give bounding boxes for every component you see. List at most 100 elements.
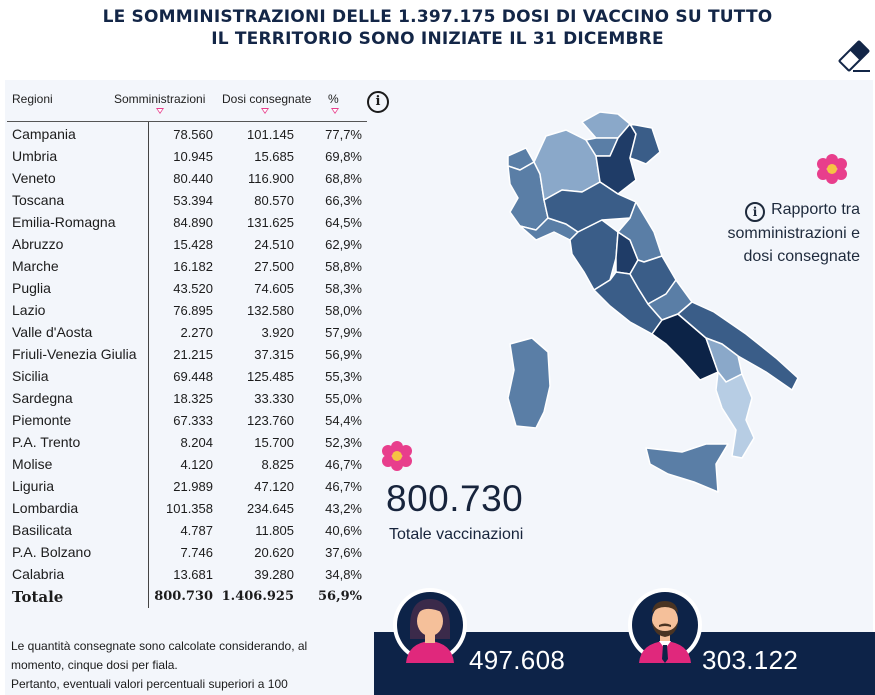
cell-region: Campania [12,126,76,142]
table-row[interactable]: Campania 78.560 101.145 77,7% [7,123,367,145]
cell-administrations: 10.945 [173,149,213,164]
header-administrations[interactable]: Somministrazioni [114,92,206,106]
cell-region: Piemonte [12,412,72,428]
header-delivered[interactable]: Dosi consegnate [222,92,312,106]
cell-delivered: 234.645 [247,501,294,516]
cell-delivered: 20.620 [254,545,294,560]
title-line-1: LE SOMMINISTRAZIONI DELLE 1.397.175 DOSI… [102,7,773,27]
info-icon[interactable]: i [367,91,389,113]
cell-delivered: 39.280 [254,567,294,582]
cell-administrations: 76.895 [173,303,213,318]
region-table: Campania 78.560 101.145 77,7% Umbria 10.945 1… [7,123,367,607]
table-row[interactable]: Lazio 76.895 132.580 58,0% [7,299,367,321]
cell-administrations: 4.120 [180,457,213,472]
info-icon[interactable]: i [745,202,766,222]
sort-caret-icon[interactable] [261,108,269,114]
cell-percent: 43,2% [325,501,362,516]
table-row[interactable]: Abruzzo 15.428 24.510 62,9% [7,233,367,255]
cell-administrations: 69.448 [173,369,213,384]
footnote-line: Le quantità consegnate sono calcolate co… [11,639,308,653]
cell-delivered: 24.510 [254,237,294,252]
cell-delivered: 3.920 [261,325,294,340]
cell-delivered: 123.760 [247,413,294,428]
cell-region: Toscana [12,192,65,208]
cell-administrations: 4.787 [180,523,213,538]
cell-region: Calabria [12,566,65,582]
female-avatar-icon [393,588,467,663]
italy-map[interactable] [470,108,810,508]
table-row[interactable]: Toscana 53.394 80.570 66,3% [7,189,367,211]
table-row[interactable]: Emilia-Romagna 84.890 131.625 64,5% [7,211,367,233]
table-row[interactable]: Umbria 10.945 15.685 69,8% [7,145,367,167]
cell-administrations: 80.440 [173,171,213,186]
cell-percent: 52,3% [325,435,362,450]
map-region-sicilia [645,443,729,493]
cell-delivered: 101.145 [247,127,294,142]
header-regions[interactable]: Regioni [12,92,53,106]
cell-region: Molise [12,456,53,472]
table-row[interactable]: Sicilia 69.448 125.485 55,3% [7,365,367,387]
table-row[interactable]: Puglia 43.520 74.605 58,3% [7,277,367,299]
footnote-line: Pertanto, eventuali valori percentuali s… [11,677,288,691]
cell-region: Lombardia [12,500,79,516]
cell-percent: 77,7% [325,127,362,142]
cell-percent: 56,9% [325,347,362,362]
cell-region: Friuli-Venezia Giulia [12,346,137,362]
legend-line: somministrazioni e [727,225,860,242]
cell-region: Emilia-Romagna [12,214,116,230]
cell-administrations: 101.358 [166,501,213,516]
cell-region: P.A. Bolzano [12,544,92,560]
table-row[interactable]: Molise 4.120 8.825 46,7% [7,453,367,475]
cell-percent: 58,3% [325,281,362,296]
eraser-icon[interactable] [836,38,872,74]
male-avatar-icon [628,588,702,663]
table-row[interactable]: Valle d'Aosta 2.270 3.920 57,9% [7,321,367,343]
sort-caret-icon[interactable] [156,108,164,114]
cell-administrations: 67.333 [173,413,213,428]
flower-icon [817,154,847,184]
cell-delivered: 27.500 [254,259,294,274]
table-row[interactable]: Liguria 21.989 47.120 46,7% [7,475,367,497]
table-row[interactable]: Veneto 80.440 116.900 68,8% [7,167,367,189]
footnote-line: momento, cinque dosi per fiala. [11,658,178,672]
cell-administrations: 8.204 [180,435,213,450]
cell-percent: 66,3% [325,193,362,208]
table-row[interactable]: Lombardia 101.358 234.645 43,2% [7,497,367,519]
table-row[interactable]: Basilicata 4.787 11.805 40,6% [7,519,367,541]
cell-percent: 46,7% [325,457,362,472]
table-row[interactable]: P.A. Bolzano 7.746 20.620 37,6% [7,541,367,563]
map-region-toscana [569,219,619,291]
footnote: Le quantità consegnate sono calcolate co… [11,637,371,694]
table-row[interactable]: Friuli-Venezia Giulia 21.215 37.315 56,9% [7,343,367,365]
table-row[interactable]: P.A. Trento 8.204 15.700 52,3% [7,431,367,453]
table-row[interactable]: Calabria 13.681 39.280 34,8% [7,563,367,585]
cell-percent: 68,8% [325,171,362,186]
map-region-friuli [629,123,661,165]
cell-region: Marche [12,258,59,274]
cell-delivered: 47.120 [254,479,294,494]
table-row[interactable]: Marche 16.182 27.500 58,8% [7,255,367,277]
table-row[interactable]: Sardegna 18.325 33.330 55,0% [7,387,367,409]
cell-region: Valle d'Aosta [12,324,93,340]
cell-administrations: 53.394 [173,193,213,208]
cell-percent: 57,9% [325,325,362,340]
cell-administrations: 13.681 [173,567,213,582]
cell-region: Abruzzo [12,236,64,252]
cell-percent: 46,7% [325,479,362,494]
male-count: 303.122 [702,645,799,675]
total-vaccinations-label: Totale vaccinazioni [389,526,524,543]
table-row[interactable]: Piemonte 67.333 123.760 54,4% [7,409,367,431]
cell-region: Lazio [12,302,46,318]
cell-region: Liguria [12,478,55,494]
total-percent: 56,9% [317,589,362,604]
sort-caret-icon[interactable] [331,108,339,114]
cell-delivered: 125.485 [247,369,294,384]
cell-administrations: 16.182 [173,259,213,274]
flower-icon [382,441,412,471]
title-line-2: IL TERRITORIO SONO INIZIATE IL 31 DICEMB… [211,29,664,49]
header-percent[interactable]: % [328,92,339,106]
cell-region: Basilicata [12,522,72,538]
cell-region: Sardegna [12,390,73,406]
total-vaccinations-value: 800.730 [386,478,524,519]
cell-percent: 34,8% [325,567,362,582]
